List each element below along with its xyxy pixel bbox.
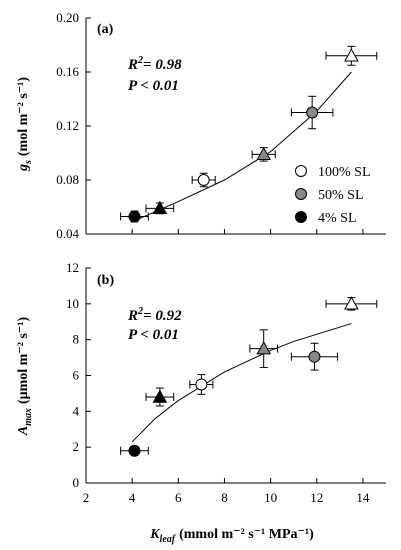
y-tick-label: 4 bbox=[73, 403, 80, 418]
legend-label-4: 4% SL bbox=[318, 211, 357, 226]
point-marker-circle bbox=[195, 378, 208, 391]
point-marker-triangle bbox=[344, 48, 359, 62]
legend-marker-100 bbox=[295, 165, 307, 177]
y-tick-label: 0 bbox=[73, 475, 80, 490]
point-marker-triangle bbox=[256, 146, 272, 161]
x-tick-label: 8 bbox=[221, 490, 228, 505]
data-point bbox=[249, 329, 279, 368]
panel-a-y-label: gs (mol m⁻² s⁻¹) bbox=[16, 77, 34, 172]
point-marker-circle bbox=[306, 106, 319, 119]
data-point bbox=[145, 387, 175, 407]
fit-curve-line bbox=[131, 71, 352, 223]
panel-a-r2-superscript: 2 bbox=[137, 55, 143, 66]
data-point bbox=[290, 342, 339, 371]
panel-b-x-label-unit: (mmol m⁻² s⁻¹ MPa⁻¹) bbox=[179, 527, 314, 542]
panel-b-r2: R2= 0.92 bbox=[127, 306, 182, 324]
x-tick-label: 4 bbox=[129, 490, 136, 505]
panel-b-x-label-sub: leaf bbox=[160, 534, 177, 545]
panel-b-fit-curve bbox=[131, 323, 352, 443]
panel-a: 0.04 0.08 0.12 0.16 0.20 (a) R2= 0.98 P < 0.… bbox=[16, 10, 386, 241]
data-point bbox=[290, 95, 334, 130]
data-point bbox=[189, 374, 214, 395]
panel-b-ticks bbox=[85, 267, 364, 484]
panel-b-y-label: Amax (μmol m⁻² s⁻¹) bbox=[16, 317, 34, 437]
panel-a-r2-suffix: = 0.98 bbox=[143, 57, 182, 73]
y-tick-label: 12 bbox=[66, 260, 79, 275]
point-marker-triangle bbox=[344, 296, 359, 310]
point-marker-circle bbox=[308, 350, 321, 363]
x-tick-label: 14 bbox=[356, 490, 370, 505]
panel-a-r2: R2= 0.98 bbox=[127, 55, 182, 73]
x-tick-label: 6 bbox=[175, 490, 182, 505]
y-tick-label: 0.08 bbox=[56, 172, 79, 187]
data-point bbox=[120, 210, 149, 223]
point-marker-circle bbox=[197, 174, 210, 186]
panel-a-fit-curve bbox=[131, 71, 352, 223]
y-tick-label: 0.12 bbox=[56, 118, 79, 133]
panel-a-r2-prefix: R bbox=[127, 57, 138, 73]
panel-a-label: (a) bbox=[97, 22, 114, 37]
panel-b-y-label-sub: max bbox=[23, 408, 34, 426]
panel-a-y-label-main: g bbox=[16, 164, 31, 172]
point-marker-triangle bbox=[152, 200, 168, 215]
data-point bbox=[251, 146, 276, 162]
panel-a-y-label-unit: (mol m⁻² s⁻¹) bbox=[16, 77, 31, 156]
y-tick-label: 0.16 bbox=[56, 64, 79, 79]
data-point bbox=[120, 444, 149, 457]
point-marker-triangle bbox=[152, 389, 168, 403]
x-tick-label: 12 bbox=[310, 490, 323, 505]
y-tick-label: 0.04 bbox=[56, 226, 79, 241]
point-marker-circle bbox=[128, 210, 141, 223]
y-tick-label: 10 bbox=[66, 296, 79, 311]
panel-a-p-value: P < 0.01 bbox=[128, 78, 179, 94]
panel-b-x-label-main: K bbox=[149, 527, 161, 542]
panel-b-p-value: P < 0.01 bbox=[128, 327, 179, 343]
panel-b-y-label-main: A bbox=[16, 426, 31, 436]
point-marker-circle bbox=[128, 444, 141, 457]
data-point bbox=[325, 296, 378, 311]
panel-a-tick-labels: 0.04 0.08 0.12 0.16 0.20 bbox=[56, 10, 79, 241]
panel-b-r2-superscript: 2 bbox=[137, 306, 143, 317]
legend-marker-4 bbox=[295, 211, 307, 223]
panel-b-y-label-unit: (μmol m⁻² s⁻¹) bbox=[16, 317, 31, 404]
y-tick-label: 6 bbox=[73, 368, 80, 383]
data-point bbox=[325, 45, 378, 66]
panel-b-r2-prefix: R bbox=[127, 308, 138, 324]
x-tick-label: 10 bbox=[264, 490, 277, 505]
panel-a-points bbox=[120, 45, 378, 223]
panel-a-legend: 100% SL 50% SL 4% SL bbox=[295, 165, 371, 226]
panel-a-y-label-sub: s bbox=[23, 160, 34, 165]
y-tick-label: 8 bbox=[73, 332, 80, 347]
fit-curve-line bbox=[131, 323, 352, 443]
x-tick-label: 2 bbox=[83, 490, 90, 505]
data-point bbox=[191, 172, 216, 188]
y-tick-label: 0.20 bbox=[56, 10, 79, 25]
panel-b-label: (b) bbox=[97, 273, 114, 288]
legend-marker-50 bbox=[295, 188, 307, 200]
panel-b-x-label: Kleaf (mmol m⁻² s⁻¹ MPa⁻¹) bbox=[149, 527, 314, 545]
panel-b-r2-suffix: = 0.92 bbox=[143, 308, 182, 324]
legend-label-100: 100% SL bbox=[318, 165, 371, 180]
legend-label-50: 50% SL bbox=[318, 188, 364, 203]
y-tick-label: 2 bbox=[73, 439, 80, 454]
point-marker-triangle bbox=[256, 341, 272, 355]
data-point bbox=[145, 200, 175, 215]
panel-b-points bbox=[120, 296, 378, 457]
